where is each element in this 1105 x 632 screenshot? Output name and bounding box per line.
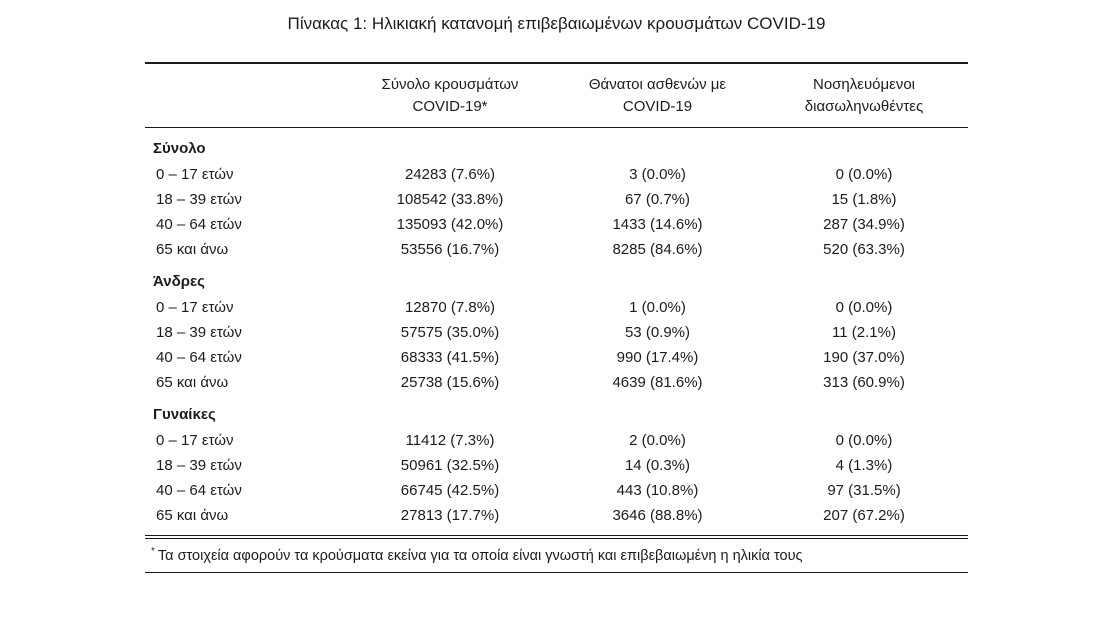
value-cell: 190 (37.0%) bbox=[823, 348, 905, 366]
footnote-marker: * bbox=[151, 545, 155, 557]
value-cell: 4639 (81.6%) bbox=[612, 373, 703, 391]
age-group-label: 40 – 64 ετών bbox=[156, 481, 242, 499]
group-label: Γυναίκες bbox=[153, 406, 216, 423]
value-cell: 207 (67.2%) bbox=[823, 506, 905, 524]
age-group-label: 18 – 39 ετών bbox=[156, 190, 242, 208]
value-cell: 990 (17.4%) bbox=[616, 348, 699, 366]
col-header-deaths: Θάνατοι ασθενών με COVID-19 bbox=[555, 74, 760, 118]
table-footnote: * Τα στοιχεία αφορούν τα κρούσματα εκείνα… bbox=[145, 539, 968, 573]
age-group-label: 40 – 64 ετών bbox=[156, 215, 242, 233]
value-cell: 53556 (16.7%) bbox=[400, 240, 500, 258]
table-row: 65 και άνω 27813 (17.7%) 3646 (88.8%) 207 (… bbox=[145, 503, 968, 528]
value-cell: 313 (60.9%) bbox=[823, 373, 905, 391]
col-header-intubated: Νοσηλευόμενοι διασωληνωθέντες bbox=[760, 74, 968, 118]
table-row: 18 – 39 ετών 50961 (32.5%) 14 (0.3%) 4 (1.3… bbox=[145, 453, 968, 478]
table-row: 18 – 39 ετών 108542 (33.8%) 67 (0.7%) 15 (1… bbox=[145, 187, 968, 212]
age-group-label: 18 – 39 ετών bbox=[156, 323, 242, 341]
value-cell: 0 (0.0%) bbox=[835, 165, 893, 183]
value-cell: 97 (31.5%) bbox=[827, 481, 901, 499]
footnote-text: Τα στοιχεία αφορούν τα κρούσματα εκείνα … bbox=[157, 547, 803, 564]
age-group-label: 40 – 64 ετών bbox=[156, 348, 242, 366]
value-cell: 57575 (35.0%) bbox=[400, 323, 500, 341]
value-cell: 67 (0.7%) bbox=[624, 190, 691, 208]
age-group-label: 0 – 17 ετών bbox=[156, 165, 234, 183]
value-cell: 2 (0.0%) bbox=[629, 431, 686, 449]
group-header-row: Άνδρες bbox=[145, 269, 968, 295]
age-group-label: 65 και άνω bbox=[156, 506, 229, 524]
value-cell: 1 (0.0%) bbox=[629, 298, 686, 316]
covid-age-table: Σύνολο κρουσμάτων COVID-19* Θάνατοι ασθε… bbox=[145, 62, 968, 574]
age-group-label: 65 και άνω bbox=[156, 373, 229, 391]
table-row: 0 – 17 ετών 12870 (7.8%) 1 (0.0%) 0 (0.0%) bbox=[145, 295, 968, 320]
table-row: 40 – 64 ετών 68333 (41.5%) 990 (17.4%) 190 … bbox=[145, 345, 968, 370]
value-cell: 27813 (17.7%) bbox=[400, 506, 500, 524]
value-cell: 66745 (42.5%) bbox=[400, 481, 500, 499]
value-cell: 520 (63.3%) bbox=[823, 240, 905, 258]
col-header-total-cases-line1: Σύνολο κρουσμάτων bbox=[381, 76, 519, 93]
value-cell: 11412 (7.3%) bbox=[405, 431, 495, 449]
value-cell: 8285 (84.6%) bbox=[612, 240, 703, 258]
group-label: Σύνολο bbox=[153, 140, 206, 157]
age-group-label: 18 – 39 ετών bbox=[156, 456, 242, 474]
value-cell: 4 (1.3%) bbox=[835, 456, 893, 474]
footnote-bottom-rule bbox=[145, 572, 968, 574]
col-header-total-cases-line2: COVID-19* bbox=[412, 97, 488, 115]
value-cell: 3646 (88.8%) bbox=[612, 506, 703, 524]
group-header-row: Σύνολο bbox=[145, 136, 968, 162]
age-group-label: 65 και άνω bbox=[156, 240, 229, 258]
value-cell: 0 (0.0%) bbox=[835, 431, 893, 449]
row-label-column-header bbox=[145, 74, 345, 118]
value-cell: 287 (34.9%) bbox=[823, 215, 905, 233]
value-cell: 25738 (15.6%) bbox=[400, 373, 500, 391]
value-cell: 108542 (33.8%) bbox=[396, 190, 504, 208]
col-header-intubated-line2: διασωληνωθέντες bbox=[804, 97, 924, 115]
col-header-deaths-line1: Θάνατοι ασθενών με bbox=[588, 76, 727, 93]
age-group-label: 0 – 17 ετών bbox=[156, 431, 234, 449]
col-header-total-cases: Σύνολο κρουσμάτων COVID-19* bbox=[345, 74, 555, 118]
table-row: 0 – 17 ετών 24283 (7.6%) 3 (0.0%) 0 (0.0%) bbox=[145, 162, 968, 187]
value-cell: 3 (0.0%) bbox=[629, 165, 686, 183]
table-row: 65 και άνω 25738 (15.6%) 4639 (81.6%) 313 (… bbox=[145, 370, 968, 395]
value-cell: 24283 (7.6%) bbox=[404, 165, 496, 183]
table-title: Πίνακας 1: Ηλικιακή κατανομή επιβεβαιωμέ… bbox=[287, 14, 826, 33]
table-header-row: Σύνολο κρουσμάτων COVID-19* Θάνατοι ασθε… bbox=[145, 62, 968, 128]
table-row: 40 – 64 ετών 66745 (42.5%) 443 (10.8%) 97 (… bbox=[145, 478, 968, 503]
group-label: Άνδρες bbox=[153, 273, 205, 290]
value-cell: 443 (10.8%) bbox=[616, 481, 699, 499]
value-cell: 15 (1.8%) bbox=[831, 190, 897, 208]
value-cell: 0 (0.0%) bbox=[835, 298, 893, 316]
value-cell: 135093 (42.0%) bbox=[396, 215, 504, 233]
report-page: Πίνακας 1: Ηλικιακή κατανομή επιβεβαιωμέ… bbox=[145, 8, 968, 574]
table-row: 40 – 64 ετών 135093 (42.0%) 1433 (14.6%) 28… bbox=[145, 212, 968, 237]
table-row: 65 και άνω 53556 (16.7%) 8285 (84.6%) 520 (… bbox=[145, 237, 968, 262]
table-row: 18 – 39 ετών 57575 (35.0%) 53 (0.9%) 11 (2.… bbox=[145, 320, 968, 345]
group-header-row: Γυναίκες bbox=[145, 402, 968, 428]
value-cell: 1433 (14.6%) bbox=[612, 215, 703, 233]
col-header-intubated-line1: Νοσηλευόμενοι bbox=[812, 76, 915, 93]
value-cell: 11 (2.1%) bbox=[832, 323, 896, 341]
value-cell: 50961 (32.5%) bbox=[400, 456, 500, 474]
value-cell: 53 (0.9%) bbox=[624, 323, 691, 341]
age-group-label: 0 – 17 ετών bbox=[156, 298, 234, 316]
value-cell: 14 (0.3%) bbox=[624, 456, 691, 474]
table-body: Σύνολο 0 – 17 ετών 24283 (7.6%) 3 (0.0%) 0 (… bbox=[145, 128, 968, 535]
table-row: 0 – 17 ετών 11412 (7.3%) 2 (0.0%) 0 (0.0%) bbox=[145, 428, 968, 453]
table-bottom-rule bbox=[145, 534, 968, 539]
value-cell: 12870 (7.8%) bbox=[404, 298, 496, 316]
col-header-deaths-line2: COVID-19 bbox=[622, 97, 693, 115]
value-cell: 68333 (41.5%) bbox=[400, 348, 500, 366]
